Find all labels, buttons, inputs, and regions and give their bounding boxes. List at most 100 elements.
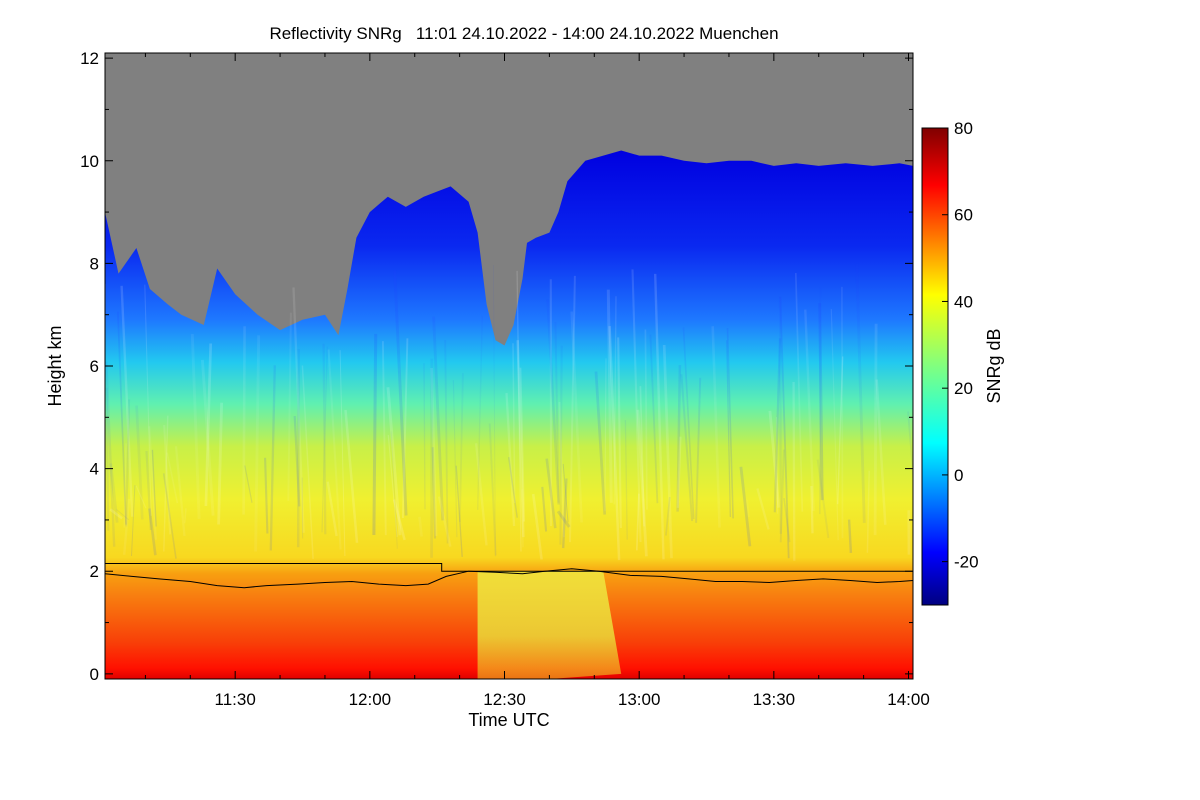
fall-streak [492, 264, 496, 557]
colorbar-tick-label: 60 [954, 206, 973, 225]
fall-streak [875, 379, 887, 525]
mixing-height-line [104, 568, 914, 589]
colorbar-ticks: -20 0 20 40 60 80 [942, 119, 979, 572]
fall-streak [837, 356, 844, 505]
fall-streak [665, 497, 671, 536]
fall-streak [123, 443, 127, 528]
fall-streak [562, 463, 569, 523]
x-tick-label: 12:00 [349, 690, 392, 709]
x-axis: 11:30 12:00 12:30 13:00 13:30 14:00 [144, 53, 930, 709]
fall-streak [873, 323, 878, 536]
fall-streak [190, 334, 201, 519]
fall-streak [778, 296, 782, 534]
y-tick-label: 8 [90, 254, 99, 273]
fall-streak [321, 346, 328, 533]
fall-streak [372, 333, 378, 536]
fall-streak [242, 326, 246, 515]
fall-streak [135, 405, 144, 520]
fall-streak [387, 435, 398, 537]
fall-streak [746, 499, 750, 518]
fall-streak [477, 315, 483, 510]
fall-streak [183, 508, 187, 524]
radar-echo-region [105, 150, 913, 679]
fall-streak [779, 296, 790, 559]
y-tick-label: 4 [90, 460, 99, 479]
fall-streak [726, 327, 734, 519]
fall-streak [776, 416, 779, 514]
fall-streak [269, 365, 276, 551]
fall-streak [135, 485, 147, 509]
fall-streak [830, 308, 839, 541]
fall-streaks [105, 263, 913, 561]
fall-streak [649, 334, 659, 504]
fall-streak [344, 409, 359, 543]
y-axis: 0 2 4 6 8 10 12 [80, 49, 913, 684]
fall-streak [120, 285, 134, 517]
fall-streak [390, 431, 398, 549]
fall-streak [773, 338, 782, 513]
fall-streak [606, 289, 613, 503]
fall-streak [507, 456, 518, 518]
y-tick-label: 6 [90, 357, 99, 376]
fall-streak [401, 338, 409, 519]
fall-streak [322, 343, 327, 535]
fall-streak [339, 350, 346, 557]
fall-streak [326, 481, 338, 537]
fall-streak [292, 287, 305, 533]
x-tick-label: 14:00 [887, 690, 930, 709]
fall-streak [726, 340, 731, 518]
fall-streak [608, 326, 621, 561]
fall-streak [151, 449, 157, 527]
fall-streak [739, 466, 752, 547]
fall-streak [254, 335, 261, 552]
fall-streak [432, 316, 445, 521]
fall-streak [105, 361, 116, 547]
fall-streak [204, 343, 213, 507]
fall-streak [570, 311, 583, 523]
fall-streak [558, 401, 565, 538]
fall-streak [617, 337, 622, 529]
fall-streak [794, 272, 804, 512]
fall-streak [488, 423, 497, 556]
fall-streak [327, 349, 342, 550]
fall-streak [145, 451, 152, 531]
fall-streak [783, 497, 791, 543]
y-axis-label: Height km [45, 325, 65, 406]
fall-streak [505, 392, 516, 527]
fall-streak [711, 326, 721, 528]
fall-streak [559, 345, 563, 545]
fall-streak [163, 425, 172, 535]
fall-streak [792, 381, 796, 561]
fall-streak [654, 273, 665, 560]
x-axis-label: Time UTC [468, 710, 549, 730]
fall-streak [293, 416, 301, 507]
fall-streak [569, 275, 576, 543]
colorbar [921, 127, 949, 606]
fall-streak [437, 496, 452, 547]
fall-streak [519, 367, 526, 522]
fall-streak [810, 485, 814, 534]
fall-streak [819, 286, 822, 515]
x-tick-label: 13:00 [618, 690, 661, 709]
fall-streak [804, 309, 815, 511]
fall-streak [174, 446, 186, 537]
fall-streak [131, 485, 136, 557]
fall-streak [109, 508, 123, 520]
fall-streak [116, 509, 130, 521]
fall-streak [676, 436, 682, 508]
fall-streak [301, 365, 314, 559]
fall-streak [516, 340, 525, 538]
fall-streak [695, 377, 702, 523]
fall-streak [554, 321, 560, 503]
fall-streak [562, 478, 568, 549]
fall-streak [639, 386, 645, 527]
fall-streak [123, 498, 131, 555]
fall-streak [541, 486, 548, 532]
fall-streak [474, 443, 488, 546]
x-tick-label: 12:30 [483, 690, 526, 709]
fall-streak [516, 270, 522, 552]
fall-streak [546, 299, 560, 505]
fall-streak [631, 269, 642, 543]
fall-streak [676, 365, 682, 512]
fall-streak [431, 447, 437, 539]
